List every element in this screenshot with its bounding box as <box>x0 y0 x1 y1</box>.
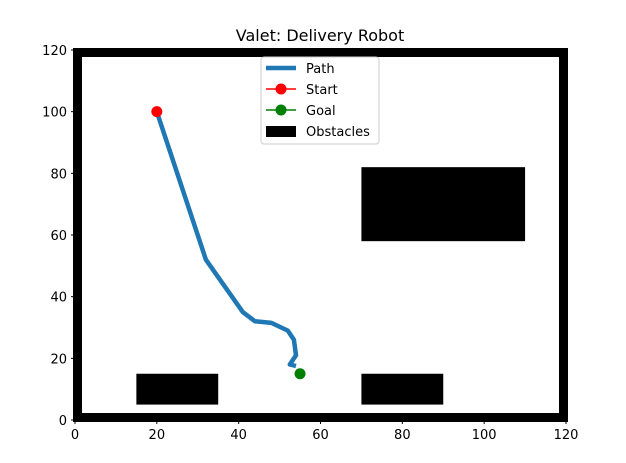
legend-label-goal: Goal <box>306 104 336 119</box>
obstacle-1 <box>361 167 526 242</box>
obstacle-3 <box>361 373 444 405</box>
legend-handle-obstacles <box>266 126 296 137</box>
legend-label-path: Path <box>306 62 335 77</box>
y-tick-label: 20 <box>50 352 67 367</box>
legend-label-start: Start <box>306 83 338 98</box>
y-tick-label: 60 <box>50 229 67 244</box>
plot-area <box>73 48 568 422</box>
path-line <box>154 110 299 369</box>
x-tick-label: 20 <box>149 428 166 443</box>
legend-box <box>260 56 380 145</box>
x-tick-label: 120 <box>554 428 579 443</box>
y-tick-label: 120 <box>42 44 67 59</box>
x-tick-label: 60 <box>312 428 329 443</box>
y-tick-label: 100 <box>42 106 67 121</box>
y-tick-label: 0 <box>59 414 67 429</box>
start-marker <box>151 106 163 118</box>
goal-marker <box>294 368 306 380</box>
legend-handle-start-marker <box>275 83 287 95</box>
chart-title: Valet: Delivery Robot <box>236 26 404 45</box>
x-tick-label: 40 <box>230 428 247 443</box>
x-tick-label: 100 <box>472 428 497 443</box>
legend-handle-goal-marker <box>275 104 287 116</box>
y-tick-label: 40 <box>50 291 67 306</box>
x-tick-label: 0 <box>71 428 79 443</box>
boundary-wall <box>73 48 568 422</box>
legend: Path Start Goal Obstacles <box>260 56 380 145</box>
axes: 0 20 40 60 80 100 120 0 20 40 60 80 100 120 <box>42 44 578 443</box>
y-tick-label: 80 <box>50 167 67 182</box>
x-tick-label: 80 <box>394 428 411 443</box>
legend-label-obstacles: Obstacles <box>306 125 370 140</box>
obstacle-2 <box>136 373 219 405</box>
